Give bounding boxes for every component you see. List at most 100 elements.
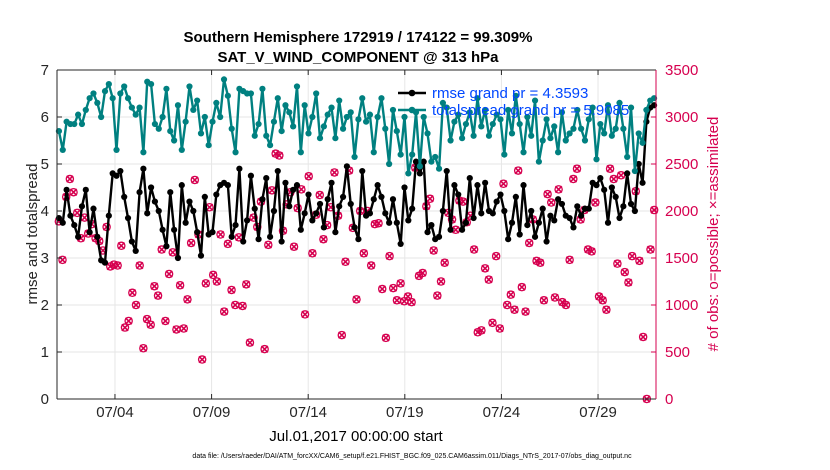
spread-point [551,123,558,130]
obs-marker [418,268,427,278]
obs-marker [543,189,552,199]
rmse-point [474,182,481,189]
rmse-point [435,233,443,240]
rmse-point [601,186,608,193]
obs-possible-marker [128,288,137,298]
rmse-point [585,205,592,212]
obs-possible-marker [135,261,144,270]
rmse-point [163,243,170,250]
obs-assimilated-marker [573,164,581,173]
rmse-point [186,198,193,205]
obs-marker [517,282,527,292]
obs-possible-marker [377,284,387,294]
obs-possible-marker [219,307,229,316]
spread-point [520,149,527,156]
obs-marker [433,291,442,300]
obs-marker [366,261,376,270]
rmse-point [493,198,500,205]
rmse-point [416,170,423,177]
obs-marker [208,270,218,280]
rmse-point [159,226,166,233]
obs-possible-marker [337,330,347,340]
spread-point [601,130,608,137]
obs-marker [502,300,512,310]
obs-assimilated-marker [485,275,493,284]
obs-possible-marker [440,258,449,267]
obs-assimilated-marker [154,291,162,300]
rmse-point [482,179,489,186]
obs-possible-marker [506,290,516,299]
rmse-point [374,182,381,189]
rmse-point [470,214,477,222]
rmse-point [405,217,412,224]
obs-assimilated-marker [172,325,181,334]
series-lines [55,76,658,266]
spread-point [159,113,166,121]
rmse-point [259,196,266,203]
rmse-point [293,182,301,189]
rmse-point [236,165,243,172]
obs-possible-marker [330,168,339,177]
obs-marker [315,190,325,200]
obs-assimilated-marker [242,280,251,289]
rmse-point [386,219,393,226]
spread-point [620,125,627,132]
spread-point [612,125,619,132]
obs-assimilated-marker [418,269,427,277]
obs-assimilated-marker [613,259,622,268]
obs-assimilated-marker [113,261,122,270]
obs-possible-marker [502,300,512,310]
rmse-point [136,189,143,196]
chart-title-line1: Southern Hemisphere 172919 / 174122 = 99… [184,29,533,46]
rmse-point [439,207,446,215]
obs-possible-marker [436,277,446,286]
obs-possible-marker [131,300,141,310]
obs-marker [161,316,170,326]
obs-marker [304,171,313,181]
obs-marker [319,234,328,244]
rmse-point [75,233,82,240]
rmse-point [497,191,504,198]
obs-marker [620,267,630,277]
spread-point [286,109,293,116]
spread-point [132,111,139,118]
spread-point [309,113,316,121]
spread-point [297,149,304,156]
rmse-point [113,172,120,179]
rmse-point [578,212,585,219]
rmse-point [101,259,109,266]
rmse-point [455,191,462,198]
y-tick-label-left: 7 [41,62,49,79]
rmse-point [63,186,70,193]
spread-point [374,113,381,121]
obs-possible-marker [260,344,269,354]
obs-marker [524,238,534,248]
obs-assimilated-marker [499,179,508,188]
obs-possible-marker [242,280,251,289]
spread-point [570,125,577,132]
spread-point [182,118,189,125]
obs-assimilated-marker [521,307,530,316]
obs-assimilated-marker [554,185,563,194]
obs-possible-marker [627,251,637,261]
obs-marker [219,307,229,316]
spread-point [59,146,66,153]
rmse-point [132,247,139,255]
rmse-point [597,175,604,182]
obs-marker [624,278,633,287]
spread-point [213,99,220,106]
obs-possible-marker [649,205,659,215]
obs-possible-marker [396,279,405,288]
spread-point [316,135,324,142]
obs-marker [124,316,133,326]
obs-possible-marker [598,296,607,305]
rmse-point [378,193,385,200]
legend-spread-marker [408,106,416,114]
obs-marker [506,290,516,299]
spread-point [489,120,496,128]
obs-marker [117,241,126,251]
spread-point [482,106,489,114]
obs-assimilated-marker [165,270,173,278]
rmse-point [524,222,531,229]
obs-possible-marker [539,296,549,305]
